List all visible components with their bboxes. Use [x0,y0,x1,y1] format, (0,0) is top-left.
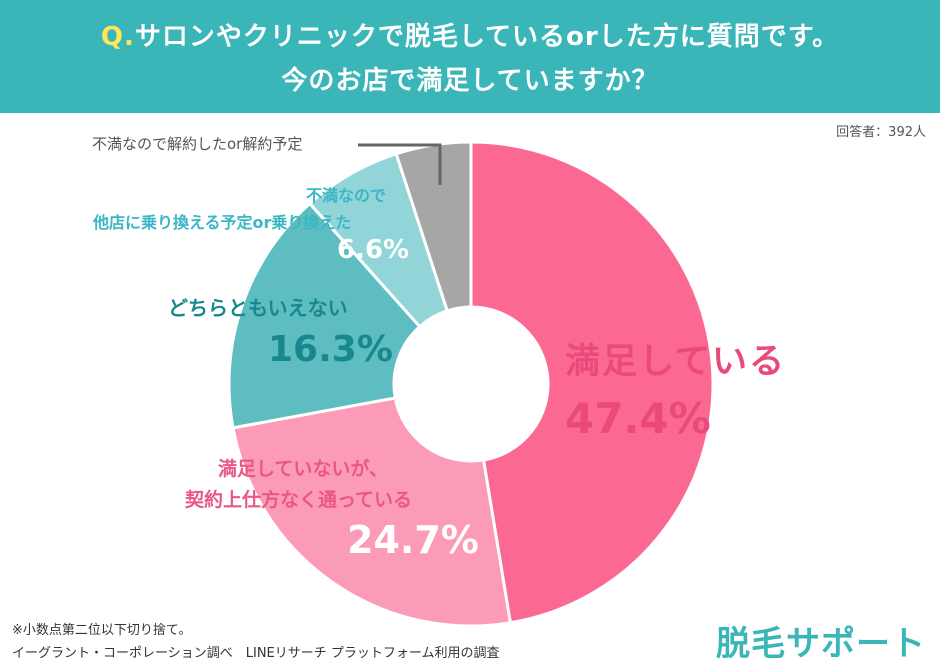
gray-slice-leader-line [358,143,442,185]
label-unsatisfied-continuing-line2: 契約上仕方なく通っている [185,489,413,511]
label-neutral-name: どちらともいえない [168,296,348,320]
brand-logo: 脱毛サポート [716,624,926,664]
footnote-rounding: ※小数点第二位以下切り捨て。 [12,623,192,638]
label-switching-line2: 他店に乗り換える予定or乗り換えた [93,213,352,232]
label-switching: 不満なので 他店に乗り換える予定or乗り換えた 6.6% [93,182,409,265]
label-neutral: どちらともいえない 16.3% [168,292,393,370]
footnote-source: イーグラント・コーポレーション調べ LINEリサーチ プラットフォーム利用の調査 [12,646,500,661]
slice-satisfied [469,140,715,625]
question-line-2: 今のお店で満足していますか？ [281,66,659,96]
label-switching-line1: 不満なので [306,186,387,205]
slice-unsatisfied-continuing [231,396,513,628]
label-switching-value: 6.6% [337,235,410,265]
question-text-1: サロンやクリニックで脱毛しているorした方に質問です。 [134,22,840,52]
label-cancel: 不満なので解約したor解約予定 [92,135,303,153]
header-banner: Q.サロンやクリニックで脱毛しているorした方に質問です。 今のお店で満足してい… [0,0,940,113]
label-satisfied: 満足している 47.4% [565,333,786,443]
label-satisfied-name: 満足している [565,342,786,382]
label-satisfied-value: 47.4% [565,394,711,443]
question-line-1: Q.サロンやクリニックで脱毛しているorした方に質問です。 [0,16,940,53]
label-unsatisfied-continuing-line1: 満足していないが、 [218,458,389,480]
label-neutral-value: 16.3% [268,329,393,370]
respondent-count: 回答者：392人 [836,125,926,140]
label-unsatisfied-continuing: 満足していないが、 契約上仕方なく通っている 24.7% [185,454,479,562]
slice-neutral [227,201,422,430]
question-mark: Q. [100,22,135,52]
label-unsatisfied-continuing-value: 24.7% [347,518,479,562]
slice-cancel [394,140,473,313]
